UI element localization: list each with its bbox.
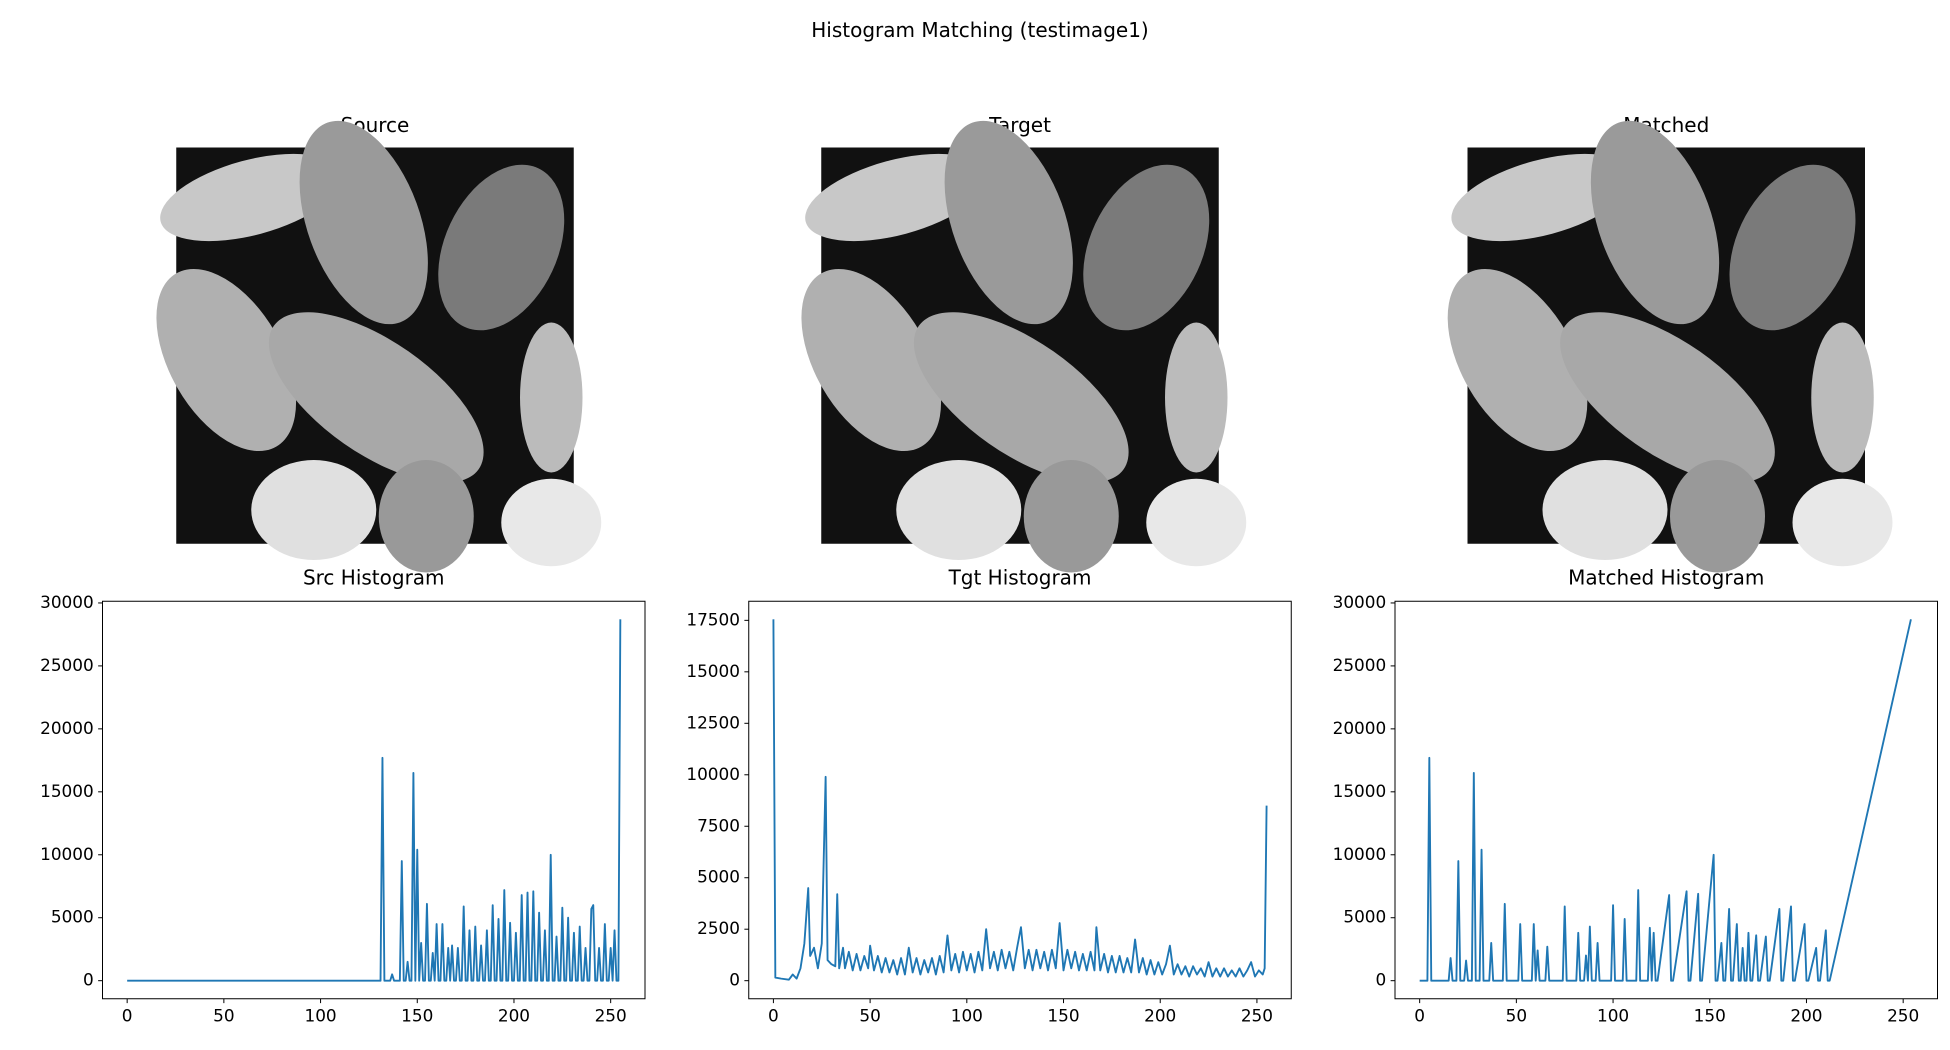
chart-title: Tgt Histogram xyxy=(948,565,1092,589)
axes-frame xyxy=(1394,600,1938,1000)
y-tick-label: 2500 xyxy=(697,918,740,938)
line xyxy=(1419,619,1912,982)
x-tick-label: 0 xyxy=(768,1005,779,1025)
x-tick-label: 50 xyxy=(1506,1005,1527,1025)
y-tick-label: 0 xyxy=(1376,970,1387,990)
y-tick-label: 25000 xyxy=(40,655,94,675)
axes-frame xyxy=(748,600,1292,1000)
line xyxy=(127,619,622,982)
figure-title: Histogram Matching (testimage1) xyxy=(811,18,1148,42)
chart-title: Matched Histogram xyxy=(1568,565,1764,589)
x-tick-label: 250 xyxy=(1241,1005,1273,1025)
y-tick-label: 12500 xyxy=(686,712,740,732)
image xyxy=(772,103,1247,573)
y-tick-label: 15000 xyxy=(686,661,740,681)
y-tick-label: 0 xyxy=(83,970,94,990)
y-tick-label: 20000 xyxy=(1333,718,1387,738)
x-tick-label: 0 xyxy=(122,1005,133,1025)
x-tick-label: 150 xyxy=(401,1005,433,1025)
x-tick-label: 250 xyxy=(1887,1005,1919,1025)
line xyxy=(772,619,1268,981)
x-tick-label: 200 xyxy=(1144,1005,1176,1025)
x-tick-label: 150 xyxy=(1694,1005,1726,1025)
x-tick-label: 250 xyxy=(595,1005,627,1025)
y-tick-label: 5000 xyxy=(51,907,94,927)
y-tick-label: 5000 xyxy=(697,867,740,887)
y-tick-label: 15000 xyxy=(1333,781,1387,801)
y-tick-label: 10000 xyxy=(1333,844,1387,864)
axes-frame xyxy=(102,600,646,1000)
y-tick-label: 0 xyxy=(729,970,740,990)
x-tick-label: 50 xyxy=(859,1005,880,1025)
x-tick-label: 100 xyxy=(1597,1005,1629,1025)
y-tick-label: 10000 xyxy=(686,764,740,784)
x-tick-label: 0 xyxy=(1414,1005,1425,1025)
y-tick-label: 17500 xyxy=(686,609,740,629)
image xyxy=(1418,103,1893,573)
y-tick-label: 7500 xyxy=(697,815,740,835)
y-tick-label: 30000 xyxy=(1333,592,1387,612)
x-tick-label: 100 xyxy=(951,1005,983,1025)
y-tick-label: 15000 xyxy=(40,781,94,801)
image xyxy=(127,103,602,573)
y-tick-label: 10000 xyxy=(40,844,94,864)
y-tick-label: 25000 xyxy=(1333,655,1387,675)
x-tick-label: 100 xyxy=(304,1005,336,1025)
x-tick-label: 50 xyxy=(213,1005,234,1025)
y-tick-label: 30000 xyxy=(40,592,94,612)
y-tick-label: 20000 xyxy=(40,718,94,738)
x-tick-label: 200 xyxy=(498,1005,530,1025)
x-tick-label: 150 xyxy=(1047,1005,1079,1025)
x-tick-label: 200 xyxy=(1790,1005,1822,1025)
y-tick-label: 5000 xyxy=(1343,907,1386,927)
chart-title: Src Histogram xyxy=(303,565,445,589)
